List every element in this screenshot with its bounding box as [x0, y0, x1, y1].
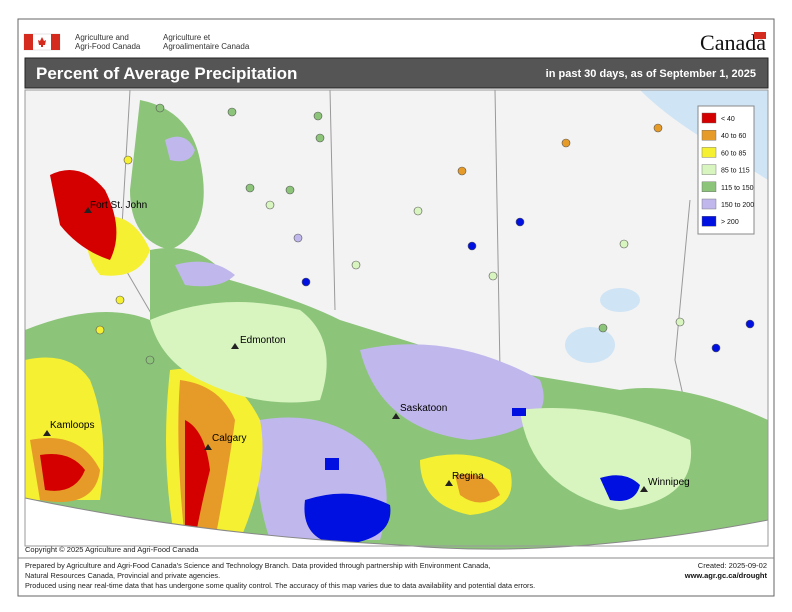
- legend-label: > 200: [721, 219, 739, 226]
- city-label: Edmonton: [240, 335, 286, 346]
- copyright: Copyright © 2025 Agriculture and Agri-Fo…: [25, 545, 199, 554]
- legend: < 40 40 to 60 60 to 85 85 to 115 115 to 150 1…: [701, 112, 754, 227]
- footer-line: Produced using near real-time data that …: [25, 581, 535, 590]
- map-area: [25, 90, 768, 550]
- frame: [17, 18, 775, 597]
- city-label: Kamloops: [50, 420, 94, 431]
- city-label: Winnipeg: [648, 477, 690, 488]
- legend-swatch: [701, 181, 717, 193]
- legend-label: 85 to 115: [721, 168, 750, 175]
- department-en: Agriculture and: [75, 33, 129, 42]
- legend-label: 115 to 150: [721, 185, 754, 192]
- title: Percent of Average Precipitation: [36, 64, 297, 83]
- legend-swatch: [701, 164, 717, 175]
- title-bar: [24, 57, 769, 89]
- footer-line: Natural Resources Canada, Provincial and…: [25, 571, 220, 580]
- legend-swatch: [701, 129, 717, 141]
- legend-swatch: [701, 112, 717, 124]
- footer-line: Prepared by Agriculture and Agri-Food Ca…: [25, 561, 490, 570]
- legend-label: 40 to 60: [721, 133, 746, 140]
- legend-swatch: [701, 147, 717, 158]
- city-label: Fort St. John: [90, 200, 147, 211]
- created-date: Created: 2025-09-02: [698, 561, 767, 570]
- map-border: [24, 89, 769, 547]
- legend-label: < 40: [721, 116, 735, 123]
- city-label: Calgary: [212, 433, 246, 444]
- department-fr: Agroalimentaire Canada: [163, 42, 250, 51]
- subtitle: in past 30 days, as of September 1, 2025: [546, 68, 756, 80]
- legend-label: 60 to 85: [721, 150, 746, 157]
- legend-swatch: [701, 198, 717, 210]
- url: www.agr.gc.ca/drought: [684, 571, 768, 580]
- department-en: Agri-Food Canada: [75, 42, 141, 51]
- department-fr: Agriculture et: [163, 33, 211, 42]
- city-label: Regina: [452, 471, 484, 482]
- legend-swatch: [701, 215, 717, 227]
- border-line: [24, 497, 769, 550]
- wordmark-flag: [754, 32, 766, 39]
- city-labels: Fort St. John Edmonton Kamloops Calgary …: [43, 200, 690, 492]
- flag: [23, 33, 61, 51]
- legend-label: 150 to 200: [721, 202, 754, 209]
- city-label: Saskatoon: [400, 403, 447, 414]
